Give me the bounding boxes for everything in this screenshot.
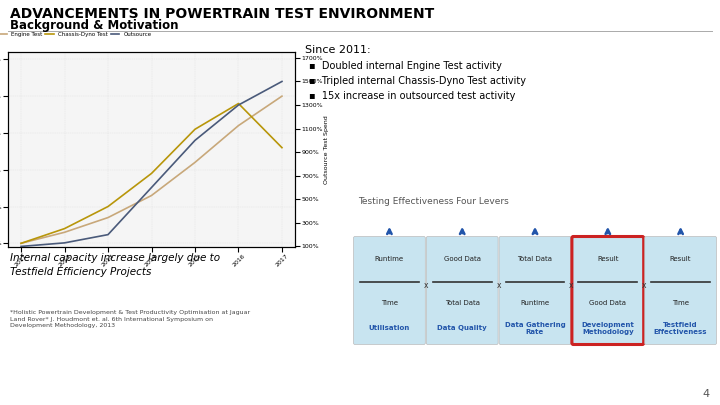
Legend: Engine Test, Chassis-Dyno Test, Outsource: Engine Test, Chassis-Dyno Test, Outsourc… xyxy=(0,30,154,39)
Text: ▪  Doubled internal Engine Test activity: ▪ Doubled internal Engine Test activity xyxy=(309,61,502,71)
Outsource xyxy=(191,138,199,143)
Line: Engine Test: Engine Test xyxy=(21,96,282,243)
Outsource xyxy=(234,102,243,107)
Text: Runtime: Runtime xyxy=(375,256,404,262)
Text: Background & Motivation: Background & Motivation xyxy=(10,19,179,32)
FancyBboxPatch shape xyxy=(644,237,716,345)
Text: x: x xyxy=(423,281,428,290)
Outsource xyxy=(278,79,287,84)
Chassis-Dyno Test xyxy=(17,241,25,246)
Text: Runtime: Runtime xyxy=(521,300,549,306)
Engine Test xyxy=(147,193,156,198)
Text: Development
Methodology: Development Methodology xyxy=(581,322,634,335)
Text: x: x xyxy=(496,281,501,290)
Outsource xyxy=(17,244,25,249)
Y-axis label: Outsource Test Spend: Outsource Test Spend xyxy=(324,115,329,184)
Text: ▪  Tripled internal Chassis-Dyno Test activity: ▪ Tripled internal Chassis-Dyno Test act… xyxy=(309,76,526,86)
Chassis-Dyno Test xyxy=(147,171,156,176)
Engine Test xyxy=(191,160,199,165)
Text: Total Data: Total Data xyxy=(445,300,480,306)
FancyBboxPatch shape xyxy=(354,237,426,345)
Text: Since 2011:: Since 2011: xyxy=(305,45,371,55)
Text: ADVANCEMENTS IN POWERTRAIN TEST ENVIRONMENT: ADVANCEMENTS IN POWERTRAIN TEST ENVIRONM… xyxy=(10,7,434,21)
Chassis-Dyno Test xyxy=(278,145,287,150)
Text: *Holistic Powertrain Development & Test Productivity Optimisation at Jaguar
Land: *Holistic Powertrain Development & Test … xyxy=(10,310,250,328)
Outsource xyxy=(104,232,112,237)
Text: Time: Time xyxy=(381,300,398,306)
Text: x: x xyxy=(642,281,647,290)
Engine Test xyxy=(278,94,287,98)
Text: Testfield
Effectiveness: Testfield Effectiveness xyxy=(654,322,707,335)
Outsource xyxy=(60,241,69,245)
Line: Chassis-Dyno Test: Chassis-Dyno Test xyxy=(21,104,282,243)
Text: x: x xyxy=(569,281,574,290)
Text: ▪  15x increase in outsourced test activity: ▪ 15x increase in outsourced test activi… xyxy=(309,91,516,101)
Text: Good Data: Good Data xyxy=(589,300,626,306)
Text: Data Gathering
Rate: Data Gathering Rate xyxy=(505,322,565,335)
Chassis-Dyno Test xyxy=(104,204,112,209)
Text: Utilisation: Utilisation xyxy=(369,325,410,331)
Chassis-Dyno Test xyxy=(60,226,69,231)
Engine Test xyxy=(104,215,112,220)
FancyBboxPatch shape xyxy=(499,237,571,345)
Text: Testfield Efficiency Projects: Testfield Efficiency Projects xyxy=(10,267,151,277)
Text: Data Quality: Data Quality xyxy=(437,325,487,331)
Text: Result: Result xyxy=(597,256,618,262)
Text: 4: 4 xyxy=(703,389,710,399)
Engine Test xyxy=(17,241,25,246)
Text: Internal capacity increase largely due to: Internal capacity increase largely due t… xyxy=(10,253,220,263)
Text: Time: Time xyxy=(672,300,689,306)
Line: Outsource: Outsource xyxy=(21,81,282,246)
Outsource xyxy=(147,185,156,190)
Text: Result: Result xyxy=(670,256,691,262)
Engine Test xyxy=(234,123,243,128)
Chassis-Dyno Test xyxy=(234,101,243,106)
Text: Testing Effectiveness Four Levers: Testing Effectiveness Four Levers xyxy=(358,197,509,206)
Text: Total Data: Total Data xyxy=(518,256,552,262)
FancyBboxPatch shape xyxy=(572,237,644,345)
FancyBboxPatch shape xyxy=(426,237,498,345)
Engine Test xyxy=(60,230,69,235)
Chassis-Dyno Test xyxy=(191,127,199,132)
Text: Good Data: Good Data xyxy=(444,256,481,262)
